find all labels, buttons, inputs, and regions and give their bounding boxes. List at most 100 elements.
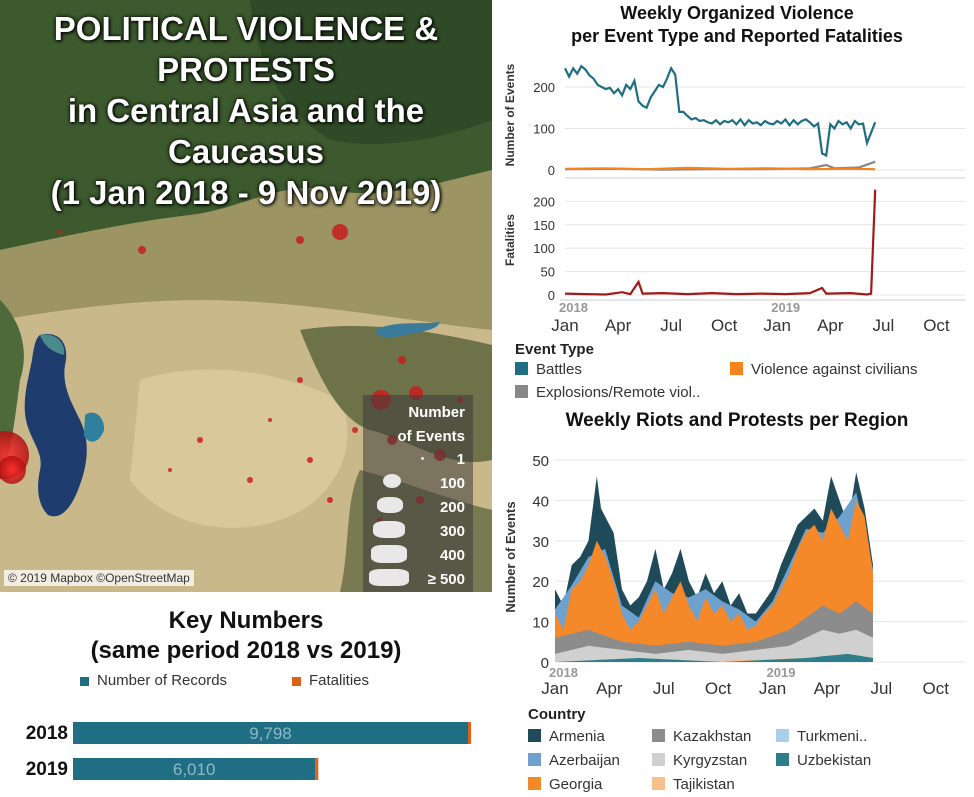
bar-fatalities — [315, 758, 319, 780]
area-georgia — [555, 500, 873, 662]
series-line-violence-against-civilians — [564, 166, 876, 171]
area-uzbekistan — [555, 653, 873, 662]
y-tick-label: 30 — [532, 534, 549, 551]
legend-country-swatch — [528, 753, 541, 766]
x-year-label: 2019 — [771, 300, 800, 315]
organized-violence-title-line-1: Weekly Organized Violence — [620, 3, 854, 23]
legend-country-label: Kazakhstan — [673, 728, 752, 745]
legend-explosions-label: Explosions/Remote viol.. — [536, 384, 701, 401]
event-dot — [352, 427, 358, 433]
legend-battles[interactable]: Battles — [515, 361, 582, 378]
y-tick-label: 0 — [548, 288, 555, 303]
key-legend-records-swatch — [80, 677, 89, 686]
size-legend-label-1: 1 — [456, 451, 465, 468]
bar-data-label: 6,010 — [173, 760, 216, 779]
legend-country-label: Armenia — [549, 728, 605, 745]
event-type-legend-title: Event Type — [515, 341, 594, 358]
y-tick-label: 50 — [532, 453, 549, 470]
legend-country-swatch — [776, 729, 789, 742]
y-axis-label: Number of Events — [503, 501, 518, 612]
legend-battles-label: Battles — [536, 361, 582, 378]
event-dot — [327, 497, 333, 503]
map-attribution[interactable]: © 2019 Mapbox ©OpenStreetMap — [4, 570, 194, 586]
legend-country-georgia[interactable]: Georgia — [528, 776, 602, 793]
legend-country-kazakhstan[interactable]: Kazakhstan — [652, 728, 751, 745]
legend-country-label: Turkmeni.. — [797, 728, 868, 745]
legend-country-label: Kyrgyzstan — [673, 752, 748, 769]
size-legend-title-2: of Events — [397, 428, 465, 445]
legend-violence-civilians[interactable]: Violence against civilians — [730, 361, 918, 378]
y-tick-label: 50 — [541, 265, 555, 280]
y-tick-label: 20 — [532, 574, 549, 591]
country-legend-title: Country — [528, 706, 586, 723]
event-dot — [197, 437, 203, 443]
y-tick-label: 200 — [533, 80, 555, 95]
key-legend-fatalities-label: Fatalities — [309, 672, 370, 689]
y-tick-label: 0 — [548, 163, 555, 178]
key-numbers-chart: 2018 9,798 2019 6,010 — [26, 722, 471, 780]
event-dot — [296, 236, 304, 244]
bar-fatalities — [468, 722, 471, 744]
size-legend: Number of Events 1 100 200 300 400 ≥ 500 — [363, 395, 473, 592]
x-tick-label: Jul — [660, 316, 682, 335]
organized-violence-title-line-2: per Event Type and Reported Fatalities — [571, 26, 903, 46]
country-legend: Armenia Kazakhstan Turkmeni.. Azerbaijan Kyr… — [528, 728, 974, 797]
size-legend-symbol-1 — [421, 457, 424, 460]
map-panel[interactable]: POLITICAL VIOLENCE & PROTESTS in Central… — [0, 0, 492, 592]
size-legend-symbol-200 — [377, 497, 403, 513]
y-tick-label: 10 — [532, 615, 549, 632]
key-legend-records-label: Number of Records — [97, 672, 228, 689]
event-dot — [138, 246, 146, 254]
size-legend-label-500: ≥ 500 — [427, 571, 465, 588]
legend-country-azerbaijan[interactable]: Azerbaijan — [528, 752, 620, 769]
x-year-label: 2018 — [559, 300, 588, 315]
legend-battles-swatch — [515, 362, 528, 375]
map-title-line-5: (1 Jan 2018 - 9 Nov 2019) — [50, 174, 442, 211]
x-year-label: 2019 — [767, 665, 796, 680]
size-legend-symbol-300 — [373, 521, 405, 538]
key-numbers-title-line-1: Key Numbers — [168, 607, 324, 634]
x-tick-label: Jul — [873, 316, 895, 335]
key-legend-fatalities[interactable]: Fatalities — [292, 672, 369, 689]
legend-explosions[interactable]: Explosions/Remote viol.. — [515, 384, 700, 401]
legend-country-swatch — [652, 729, 665, 742]
size-legend-symbol-500 — [369, 569, 409, 586]
legend-country-turkmeni[interactable]: Turkmeni.. — [776, 728, 867, 745]
key-numbers-title-line-2: (same period 2018 vs 2019) — [90, 637, 402, 664]
x-tick-label: Jan — [764, 316, 791, 335]
size-legend-label-300: 300 — [439, 523, 465, 540]
x-tick-label: Jan — [541, 679, 568, 698]
legend-country-kyrgyzstan[interactable]: Kyrgyzstan — [652, 752, 747, 769]
x-tick-label: Jul — [870, 679, 892, 698]
x-tick-label: Jan — [551, 316, 578, 335]
series-line-fatalities — [564, 189, 877, 296]
legend-country-label: Uzbekistan — [797, 752, 872, 769]
y-tick-label: 100 — [533, 241, 555, 256]
y-axis-label: Fatalities — [503, 214, 517, 266]
size-legend-title-1: Number — [408, 404, 465, 421]
event-dot — [0, 456, 26, 484]
area-kyrgyzstan — [555, 629, 873, 662]
organized-violence-title: Weekly Organized Violence per Event Type… — [500, 2, 974, 48]
event-dot — [168, 468, 172, 472]
bar-records — [73, 758, 316, 780]
map-title: POLITICAL VIOLENCE & PROTESTS in Central… — [0, 8, 492, 213]
legend-violence-civilians-label: Violence against civilians — [751, 361, 918, 378]
map-title-line-4: Caucasus — [168, 133, 324, 170]
map-title-line-1: POLITICAL VIOLENCE & — [53, 10, 439, 47]
event-dot — [307, 457, 313, 463]
size-legend-symbol-100 — [383, 474, 401, 488]
legend-country-uzbekistan[interactable]: Uzbekistan — [776, 752, 871, 769]
y-tick-label: 100 — [533, 121, 555, 136]
bar-category-label: 2018 — [26, 723, 68, 744]
series-line-battles — [564, 64, 877, 158]
legend-country-label: Georgia — [549, 776, 603, 793]
x-tick-label: Apr — [596, 679, 623, 698]
legend-country-armenia[interactable]: Armenia — [528, 728, 605, 745]
legend-country-tajikistan[interactable]: Tajikistan — [652, 776, 735, 793]
key-legend-records[interactable]: Number of Records — [80, 672, 227, 689]
y-axis-label: Number of Events — [503, 63, 517, 166]
legend-country-swatch — [776, 753, 789, 766]
event-dot — [398, 356, 406, 364]
